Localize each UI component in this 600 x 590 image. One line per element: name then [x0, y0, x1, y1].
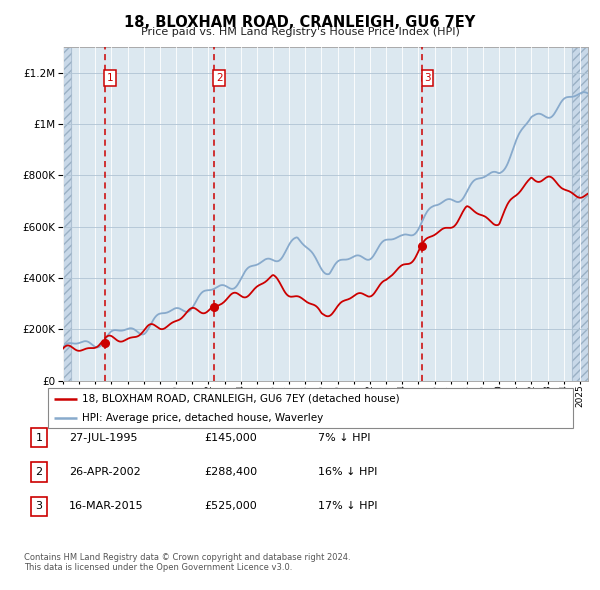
Text: 16% ↓ HPI: 16% ↓ HPI — [318, 467, 377, 477]
Text: 3: 3 — [35, 502, 43, 511]
Text: 1: 1 — [107, 73, 113, 83]
Text: 2: 2 — [35, 467, 43, 477]
Text: 7% ↓ HPI: 7% ↓ HPI — [318, 433, 371, 442]
Text: 3: 3 — [424, 73, 431, 83]
Text: 2: 2 — [216, 73, 223, 83]
FancyBboxPatch shape — [48, 388, 573, 428]
Text: 18, BLOXHAM ROAD, CRANLEIGH, GU6 7EY: 18, BLOXHAM ROAD, CRANLEIGH, GU6 7EY — [124, 15, 476, 30]
Text: £525,000: £525,000 — [204, 502, 257, 511]
Bar — [63, 47, 71, 381]
Text: 17% ↓ HPI: 17% ↓ HPI — [318, 502, 377, 511]
Text: £288,400: £288,400 — [204, 467, 257, 477]
Bar — [572, 47, 588, 381]
Text: 18, BLOXHAM ROAD, CRANLEIGH, GU6 7EY (detached house): 18, BLOXHAM ROAD, CRANLEIGH, GU6 7EY (de… — [82, 394, 400, 404]
FancyBboxPatch shape — [31, 497, 47, 516]
Text: 27-JUL-1995: 27-JUL-1995 — [69, 433, 137, 442]
Text: HPI: Average price, detached house, Waverley: HPI: Average price, detached house, Wave… — [82, 413, 323, 422]
Text: Contains HM Land Registry data © Crown copyright and database right 2024.: Contains HM Land Registry data © Crown c… — [24, 553, 350, 562]
Text: 26-APR-2002: 26-APR-2002 — [69, 467, 141, 477]
Text: 1: 1 — [35, 433, 43, 442]
Bar — [572, 47, 588, 381]
FancyBboxPatch shape — [31, 428, 47, 447]
Text: £145,000: £145,000 — [204, 433, 257, 442]
Bar — [63, 47, 71, 381]
Text: Price paid vs. HM Land Registry's House Price Index (HPI): Price paid vs. HM Land Registry's House … — [140, 27, 460, 37]
Text: 16-MAR-2015: 16-MAR-2015 — [69, 502, 143, 511]
FancyBboxPatch shape — [31, 463, 47, 481]
Text: This data is licensed under the Open Government Licence v3.0.: This data is licensed under the Open Gov… — [24, 563, 292, 572]
